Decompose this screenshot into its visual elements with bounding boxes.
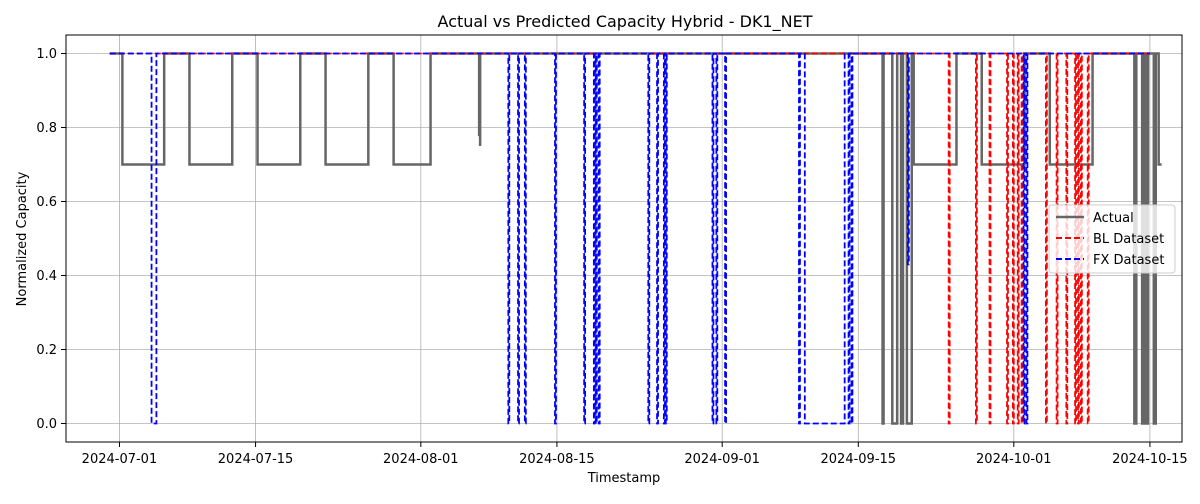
x-tick-label: 2024-09-01 <box>684 452 760 467</box>
chart-title: Actual vs Predicted Capacity Hybrid - DK… <box>438 12 813 32</box>
x-tick-label: 2024-07-15 <box>218 452 294 467</box>
x-tick-label: 2024-10-01 <box>976 452 1052 467</box>
series-line-fx-dataset <box>109 52 1150 425</box>
x-tick-label: 2024-09-15 <box>821 452 897 467</box>
y-tick-label: 0.8 <box>36 121 57 136</box>
y-tick-label: 0.0 <box>36 417 57 432</box>
x-tick-label: 2024-07-01 <box>82 452 158 467</box>
y-tick-label: 1.0 <box>36 47 57 62</box>
y-tick-label: 0.2 <box>36 343 57 358</box>
legend-label-actual: Actual <box>1093 211 1134 226</box>
legend-label-fx-dataset: FX Dataset <box>1093 253 1164 268</box>
x-tick-label: 2024-10-15 <box>1112 452 1188 467</box>
x-axis-label: Timestamp <box>587 471 661 486</box>
plot-area-frame <box>65 34 1183 443</box>
y-tick-label: 0.4 <box>36 269 57 284</box>
legend-box <box>1048 204 1176 274</box>
x-tick-label: 2024-08-15 <box>519 452 595 467</box>
legend: Actual BL Dataset FX Dataset <box>1048 204 1176 274</box>
x-axis-ticks: 2024-07-01 2024-07-15 2024-08-01 2024-08-15… <box>82 442 1188 467</box>
y-axis-ticks: 0.0 0.2 0.4 0.6 0.8 1.0 <box>36 47 66 432</box>
legend-label-bl-dataset: BL Dataset <box>1093 232 1164 247</box>
y-axis-label: Normalized Capacity <box>15 171 30 306</box>
y-tick-label: 0.6 <box>36 195 57 210</box>
series-group <box>109 52 1162 425</box>
x-tick-label: 2024-08-01 <box>383 452 459 467</box>
